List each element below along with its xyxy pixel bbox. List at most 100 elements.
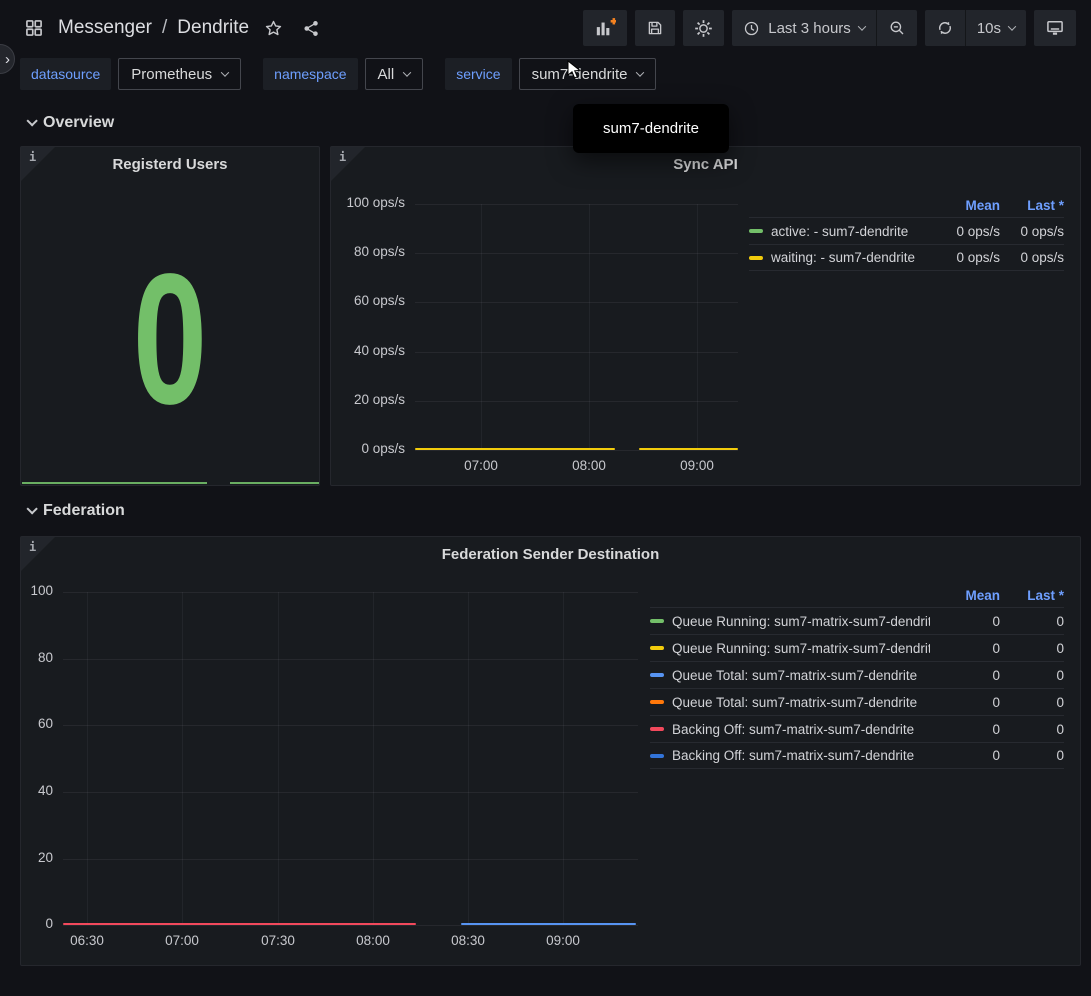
series-line-waiting [415, 448, 615, 450]
panel-title[interactable]: Sync API [673, 156, 738, 173]
zoom-out-icon [890, 21, 904, 35]
sparkline-segment [230, 482, 319, 484]
variable-datasource-value[interactable]: Prometheus [118, 58, 242, 90]
breadcrumb-separator: / [162, 17, 168, 38]
sync-api-legend: Mean Last * active: - sum7-dendrite 0 op… [749, 193, 1064, 271]
info-icon: i [29, 150, 37, 164]
x-axis-tick: 07:00 [165, 933, 199, 948]
x-axis-tick: 08:30 [451, 933, 485, 948]
series-color-swatch [650, 700, 664, 704]
section-federation[interactable]: Federation [0, 500, 1091, 522]
star-icon[interactable] [259, 14, 287, 42]
legend-header-mean[interactable]: Mean [965, 587, 1000, 603]
federation-legend: Mean Last * Queue Running: sum7-matrix-s… [650, 583, 1064, 769]
panel-info-corner[interactable] [21, 537, 55, 571]
legend-row[interactable]: Queue Running: sum7-matrix-sum7-dendrite… [650, 634, 1064, 661]
series-color-swatch [650, 673, 664, 677]
variable-namespace: namespace All [263, 58, 424, 90]
legend-header-mean[interactable]: Mean [965, 197, 1000, 213]
y-axis-tick: 60 ops/s [353, 293, 405, 308]
info-icon: i [29, 540, 37, 554]
variable-namespace-label[interactable]: namespace [263, 58, 358, 90]
y-axis-tick: 60 [37, 716, 53, 731]
legend-header-last[interactable]: Last * [1027, 587, 1064, 603]
y-axis-tick: 100 [30, 583, 53, 598]
sync-api-plot-area[interactable] [415, 204, 738, 451]
x-axis-tick: 06:30 [70, 933, 104, 948]
x-axis-tick: 09:00 [546, 933, 580, 948]
overview-panels-row: i Registerd Users 0 i Sync API 100 ops/s… [20, 146, 1081, 486]
legend-row[interactable]: active: - sum7-dendrite 0 ops/s 0 ops/s [749, 217, 1064, 244]
legend-row[interactable]: Backing Off: sum7-matrix-sum7-dendrite 0… [650, 715, 1064, 742]
section-overview[interactable]: Overview [0, 112, 1091, 134]
chevron-right-icon: › [5, 50, 10, 68]
series-color-swatch [749, 229, 763, 233]
legend-row[interactable]: waiting: - sum7-dendrite 0 ops/s 0 ops/s [749, 244, 1064, 271]
zoom-out-button[interactable] [877, 10, 917, 46]
section-federation-label: Federation [43, 502, 125, 519]
federation-plot-area[interactable] [63, 592, 638, 926]
breadcrumb: Messenger / Dendrite [20, 14, 325, 42]
breadcrumb-folder[interactable]: Messenger [58, 17, 152, 38]
y-axis-tick: 0 ops/s [361, 441, 405, 456]
y-axis-tick: 20 ops/s [353, 392, 405, 407]
apps-icon[interactable] [20, 14, 48, 42]
x-axis-tick: 08:00 [572, 458, 606, 473]
clock-icon [745, 21, 759, 35]
time-range-picker[interactable]: Last 3 hours [732, 10, 876, 46]
y-axis-tick: 80 ops/s [353, 244, 405, 259]
panel-info-corner[interactable] [331, 147, 365, 181]
divider [875, 10, 877, 46]
panel-title[interactable]: Registerd Users [112, 156, 228, 173]
legend-row[interactable]: Queue Running: sum7-matrix-sum7-dendrite… [650, 607, 1064, 634]
refresh-interval-dropdown[interactable]: 10s [966, 10, 1026, 46]
dashboard-settings-button[interactable] [683, 10, 725, 46]
template-variables-row: datasource Prometheus namespace All serv… [0, 56, 1091, 100]
x-axis-tick: 08:00 [356, 933, 390, 948]
legend-header-last[interactable]: Last * [1027, 197, 1064, 213]
series-line-backing-off [63, 923, 416, 925]
add-panel-button[interactable] [583, 10, 628, 46]
share-icon[interactable] [297, 14, 325, 42]
variable-service-value[interactable]: sum7-dendrite [518, 58, 657, 90]
save-dashboard-button[interactable] [635, 10, 676, 46]
legend-row[interactable]: Backing Off: sum7-matrix-sum7-dendrite 0… [650, 742, 1064, 769]
y-axis-tick: 0 [45, 916, 53, 931]
panel-info-corner[interactable] [21, 147, 55, 181]
chevron-down-icon [220, 68, 230, 77]
y-axis-tick: 20 [37, 850, 53, 865]
refresh-button[interactable] [925, 10, 965, 46]
series-color-swatch [650, 646, 664, 650]
breadcrumb-dashboard[interactable]: Dendrite [177, 17, 250, 38]
variable-namespace-value[interactable]: All [364, 58, 424, 90]
series-color-swatch [650, 727, 664, 731]
stat-value: 0 [132, 236, 208, 443]
time-picker-group: Last 3 hours [732, 10, 917, 46]
y-axis-tick: 100 ops/s [346, 195, 405, 210]
section-overview-label: Overview [43, 114, 115, 131]
kiosk-mode-button[interactable] [1034, 10, 1076, 46]
chevron-down-icon [1007, 22, 1017, 31]
panel-title[interactable]: Federation Sender Destination [441, 546, 660, 563]
panel-registered-users: i Registerd Users 0 [20, 146, 320, 486]
legend-row[interactable]: Queue Total: sum7-matrix-sum7-dendrite 0… [650, 661, 1064, 688]
chevron-down-icon [26, 115, 38, 127]
chevron-down-icon [26, 503, 38, 515]
variable-service: service sum7-dendrite [445, 58, 657, 90]
variable-datasource: datasource Prometheus [20, 58, 242, 90]
refresh-interval-label: 10s [976, 19, 1001, 37]
variable-datasource-label[interactable]: datasource [20, 58, 112, 90]
value-tooltip: sum7-dendrite [573, 104, 729, 153]
variable-service-label[interactable]: service [445, 58, 512, 90]
series-color-swatch [650, 753, 664, 758]
y-axis-tick: 80 [37, 650, 53, 665]
refresh-icon [938, 21, 951, 35]
series-line-queue-total [461, 923, 636, 925]
time-range-label: Last 3 hours [768, 19, 851, 37]
panel-sync-api: i Sync API 100 ops/s 80 ops/s 60 ops/s 4… [330, 146, 1081, 486]
legend-row[interactable]: Queue Total: sum7-matrix-sum7-dendrite 0… [650, 688, 1064, 715]
series-color-swatch [749, 255, 763, 260]
top-navbar: Messenger / Dendrite [0, 0, 1091, 56]
y-axis-tick: 40 ops/s [353, 343, 405, 358]
gear-teeth [695, 19, 713, 37]
